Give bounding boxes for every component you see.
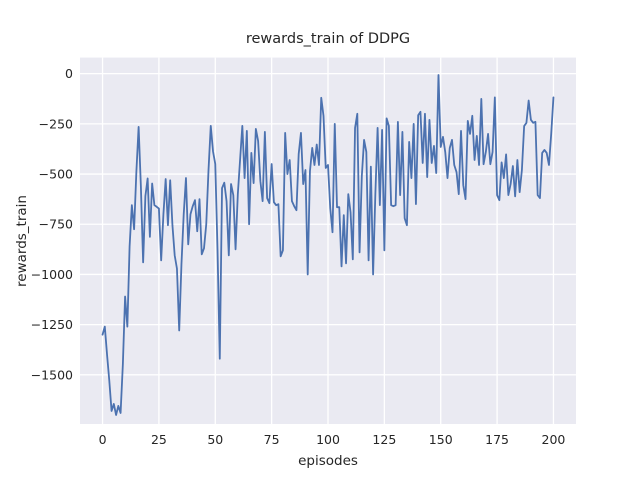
x-axis-label: episodes xyxy=(298,453,358,469)
x-tick-label: 100 xyxy=(316,432,340,447)
y-tick-label: −250 xyxy=(39,116,73,131)
y-tick-label: −1250 xyxy=(31,317,73,332)
y-tick-label: −750 xyxy=(39,217,73,232)
series-line-rewards_train xyxy=(101,74,555,416)
x-tick-label: 200 xyxy=(542,432,566,447)
y-tick-label: −1500 xyxy=(31,367,73,382)
data-layer xyxy=(101,74,555,416)
x-tick-label: 0 xyxy=(99,432,107,447)
x-tick-label: 150 xyxy=(429,432,453,447)
y-tick-label: −500 xyxy=(39,167,73,182)
x-tick-label: 125 xyxy=(372,432,396,447)
tick-layer: 0 25 50 75 100 125 150 175 200 0 −250 −500 −750 −1000… xyxy=(31,66,566,447)
x-tick-label: 50 xyxy=(207,432,223,447)
y-axis-label: rewards_train xyxy=(14,195,30,287)
chart-title: rewards_train of DDPG xyxy=(246,31,410,47)
y-tick-label: 0 xyxy=(65,66,73,81)
x-tick-label: 175 xyxy=(485,432,509,447)
y-tick-label: −1000 xyxy=(31,267,73,282)
x-tick-label: 75 xyxy=(264,432,280,447)
x-tick-label: 25 xyxy=(151,432,167,447)
